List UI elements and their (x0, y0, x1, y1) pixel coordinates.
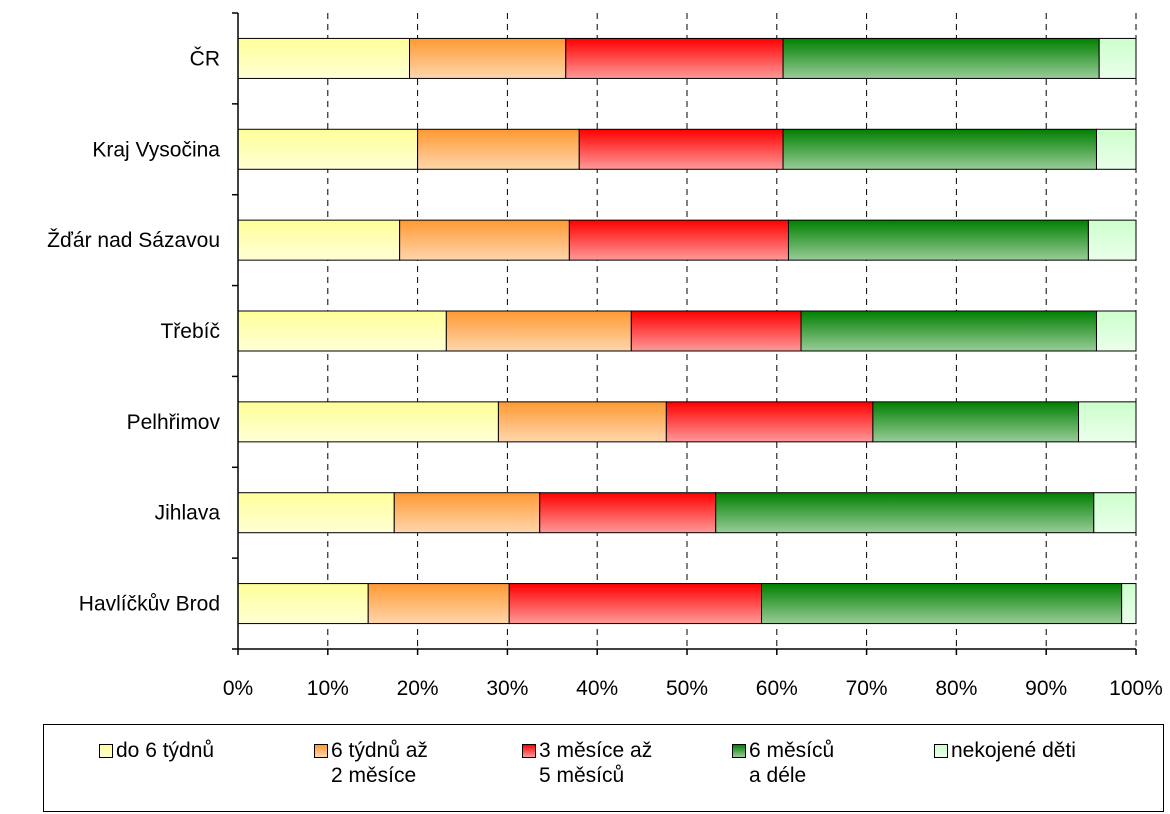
x-tick-label: 0% (223, 677, 253, 700)
legend-swatch (934, 744, 948, 758)
bar-segment (237, 128, 419, 170)
bar-segment (568, 219, 789, 261)
x-tick-label: 30% (486, 677, 528, 700)
legend-label: 6 týdnů až 2 měsíce (331, 739, 428, 787)
bar-segment (1095, 128, 1137, 170)
bar-segment (393, 492, 541, 534)
x-tick-label: 40% (576, 677, 618, 700)
bar-segment (1093, 492, 1137, 534)
legend-swatch (99, 744, 113, 758)
bar-segment (715, 492, 1095, 534)
x-tick-label: 100% (1109, 677, 1163, 700)
category-label: ČR (190, 47, 220, 70)
x-tick-label: 90% (1025, 677, 1067, 700)
category-label: Havlíčkův Brod (79, 593, 220, 616)
x-tick-labels: 0% 10% 20% 30% 40% 50% 60% 70% 80% 90% 100% (223, 677, 1163, 700)
legend-label: 3 měsíce až 5 měsíců (539, 739, 653, 787)
bar-segment (1121, 583, 1137, 625)
bar-segment (1078, 401, 1137, 443)
bars (237, 37, 1137, 625)
bar-segment (417, 128, 580, 170)
axes (232, 12, 1137, 655)
x-tick-label: 50% (666, 677, 708, 700)
bar-segment (565, 37, 784, 79)
x-tick-label: 10% (307, 677, 349, 700)
bar-segment (409, 37, 567, 79)
bar-segment (237, 492, 395, 534)
bar-segment (237, 37, 411, 79)
category-labels: ČR Kraj Vysočina Žďár nad Sázavou Třebíč Pel… (47, 47, 220, 615)
bar-segment (761, 583, 1123, 625)
bar-segment (665, 401, 874, 443)
legend-swatch (522, 744, 536, 758)
x-tick-label: 20% (397, 677, 439, 700)
legend-swatch (314, 744, 328, 758)
category-label: Žďár nad Sázavou (47, 229, 220, 252)
bar-segment (787, 219, 1089, 261)
legend-swatch (732, 744, 746, 758)
bar-segment (800, 310, 1097, 352)
bar-segment (630, 310, 802, 352)
bar-segment (872, 401, 1080, 443)
legend-label: do 6 týdnů (116, 739, 215, 762)
category-label: Pelhřimov (127, 411, 221, 434)
bar-segment (782, 37, 1100, 79)
x-tick-label: 80% (935, 677, 977, 700)
category-label: Kraj Vysočina (92, 138, 220, 161)
bar-segment (399, 219, 570, 261)
bar-segment (445, 310, 632, 352)
x-tick-label: 60% (756, 677, 798, 700)
bar-segment (1095, 310, 1137, 352)
legend-label: nekojené děti (951, 739, 1076, 762)
bar-segment (539, 492, 717, 534)
bar-segment (497, 401, 667, 443)
gridlines (327, 13, 1137, 649)
x-tick-label: 70% (846, 677, 888, 700)
stacked-bar-chart: ČR Kraj Vysočina Žďár nad Sázavou Třebíč Pel… (47, 12, 1163, 700)
bar-segment (237, 310, 447, 352)
bar-segment (1087, 219, 1137, 261)
bar-segment (237, 219, 401, 261)
bar-segment (578, 128, 784, 170)
bar-segment (237, 401, 499, 443)
bar-segment (508, 583, 763, 625)
legend: do 6 týdnů 6 týdnů až 2 měsíce 3 měsíce … (43, 724, 1164, 812)
bar-segment (1098, 37, 1137, 79)
bar-segment (237, 583, 369, 625)
category-label: Třebíč (160, 320, 220, 343)
legend-label: 6 měsíců a déle (749, 739, 835, 787)
category-label: Jihlava (155, 502, 221, 525)
bar-segment (782, 128, 1097, 170)
bar-segment (367, 583, 510, 625)
